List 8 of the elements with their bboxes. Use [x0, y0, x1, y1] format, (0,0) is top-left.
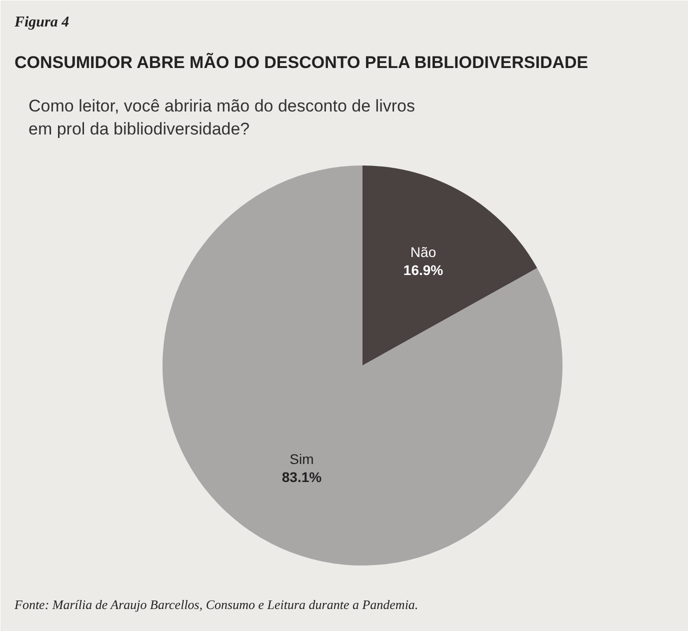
- data-label: 83.1%: [282, 468, 322, 485]
- chart-subtitle: Como leitor, você abriria mão do desconto de livros em prol da bibliodiversidade?: [28, 96, 415, 138]
- slice-label: Sim: [290, 450, 314, 467]
- source-note: Fonte: Marília de Araujo Barcellos, Consumo e Leitura durante a Pandemia.: [14, 597, 418, 612]
- data-label: 16.9%: [403, 262, 444, 278]
- chart-title: CONSUMIDOR ABRE MÃO DO DESCONTO PELA BIBLIODIVERSIDADE: [14, 52, 588, 72]
- text: Figura 4: [14, 14, 70, 30]
- slice-label: Não: [410, 244, 436, 260]
